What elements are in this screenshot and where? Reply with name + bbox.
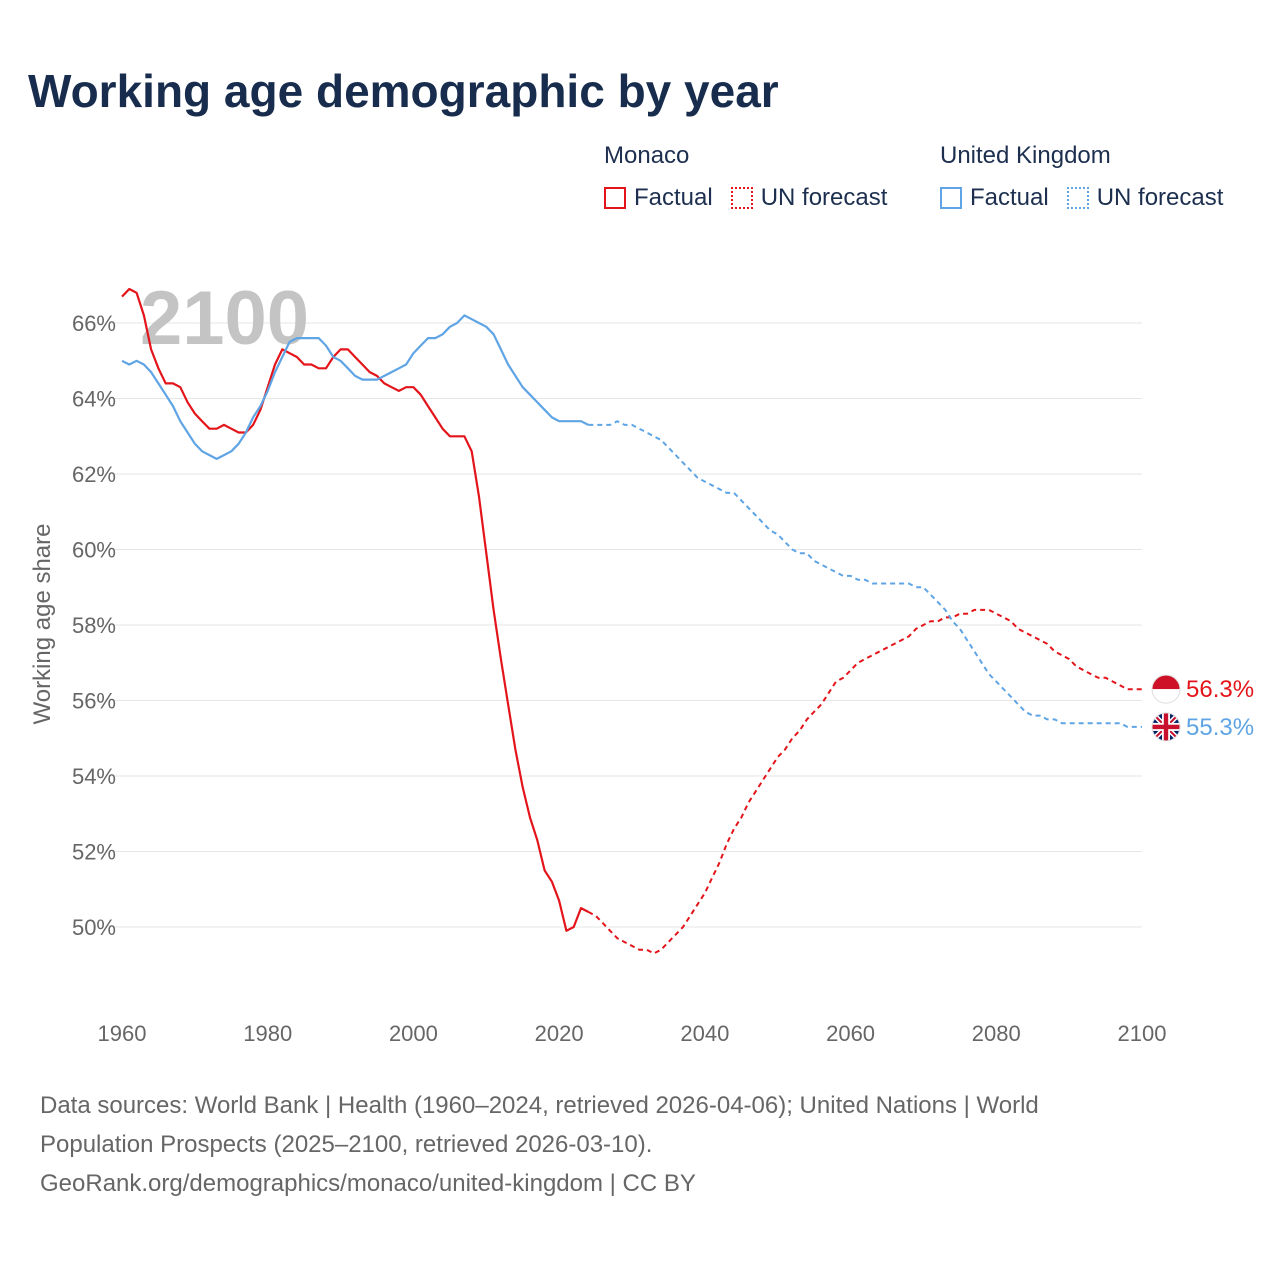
line-chart: 2100 50% 52% 54% 56% 58% 60% 62% 64% 66% 1960 198… — [29, 276, 1254, 1046]
y-tick-label: 66% — [72, 311, 116, 336]
legend-swatch-dotted — [1066, 187, 1089, 209]
legend-group-name: Monaco — [604, 142, 690, 169]
x-tick-label: 2080 — [972, 1021, 1021, 1046]
legend-item-uk-factual[interactable]: Factual — [940, 184, 1049, 212]
x-tick-label: 1980 — [243, 1021, 292, 1046]
end-value-label: 55.3% — [1186, 714, 1254, 741]
legend-label: Factual — [970, 184, 1049, 211]
y-tick-label: 56% — [72, 689, 116, 714]
legend-group-name: United Kingdom — [940, 142, 1111, 169]
x-tick-label: 2020 — [535, 1021, 584, 1046]
x-tick-label: 2060 — [826, 1021, 875, 1046]
monaco-flag-icon — [1151, 674, 1181, 704]
end-value-label: 56.3% — [1186, 676, 1254, 703]
end-markers: 56.3% 55.3% — [1151, 674, 1254, 742]
source-line-3[interactable]: GeoRank.org/demographics/monaco/united-k… — [40, 1170, 696, 1197]
y-tick-label: 58% — [72, 613, 116, 638]
y-tick-label: 64% — [72, 387, 116, 412]
year-watermark: 2100 — [140, 276, 309, 361]
series-line-monaco-forecast[interactable] — [587, 608, 1142, 955]
source-line-1: Data sources: World Bank | Health (1960–… — [40, 1092, 1039, 1119]
legend-label: Factual — [634, 184, 713, 211]
legend-item-monaco-factual[interactable]: Factual — [604, 184, 713, 212]
series — [121, 287, 1142, 955]
source-line-2: Population Prospects (2025–2100, retriev… — [40, 1131, 653, 1158]
legend-item-monaco-forecast[interactable]: UN forecast — [730, 184, 888, 212]
y-tick-label: 54% — [72, 764, 116, 789]
legend-swatch-dotted — [730, 187, 753, 209]
y-axis-label: Working age share — [29, 524, 56, 725]
legend-swatch-solid — [940, 187, 962, 209]
legend-item-uk-forecast[interactable]: UN forecast — [1066, 184, 1224, 212]
x-tick-label: 2100 — [1118, 1021, 1167, 1046]
x-tick-label: 1960 — [98, 1021, 147, 1046]
source-note: Data sources: World Bank | Health (1960–… — [40, 1086, 1240, 1203]
uk-flag-icon — [1151, 712, 1181, 742]
legend-label: UN forecast — [1096, 184, 1224, 211]
y-axis-ticks: 50% 52% 54% 56% 58% 60% 62% 64% 66% — [72, 311, 116, 940]
grid — [112, 322, 1142, 928]
series-line-monaco-factual[interactable] — [121, 287, 589, 932]
series-line-united-kingdom-forecast[interactable] — [588, 420, 1142, 728]
x-tick-label: 2000 — [389, 1021, 438, 1046]
legend-swatch-solid — [604, 187, 626, 209]
y-tick-label: 62% — [72, 462, 116, 487]
legend-group-monaco: Monaco Factual UN forecast — [604, 142, 905, 212]
x-tick-label: 2040 — [680, 1021, 729, 1046]
y-tick-label: 52% — [72, 840, 116, 865]
y-tick-label: 60% — [72, 538, 116, 563]
legend-group-united-kingdom: United Kingdom Factual UN forecast — [940, 142, 1241, 212]
legend-label: UN forecast — [760, 184, 888, 211]
y-tick-label: 50% — [72, 915, 116, 940]
series-line-united-kingdom-factual[interactable] — [121, 314, 589, 460]
chart-title: Working age demographic by year — [28, 65, 779, 117]
x-axis-ticks: 1960 1980 2000 2020 2040 2060 2080 2100 — [98, 1021, 1167, 1046]
